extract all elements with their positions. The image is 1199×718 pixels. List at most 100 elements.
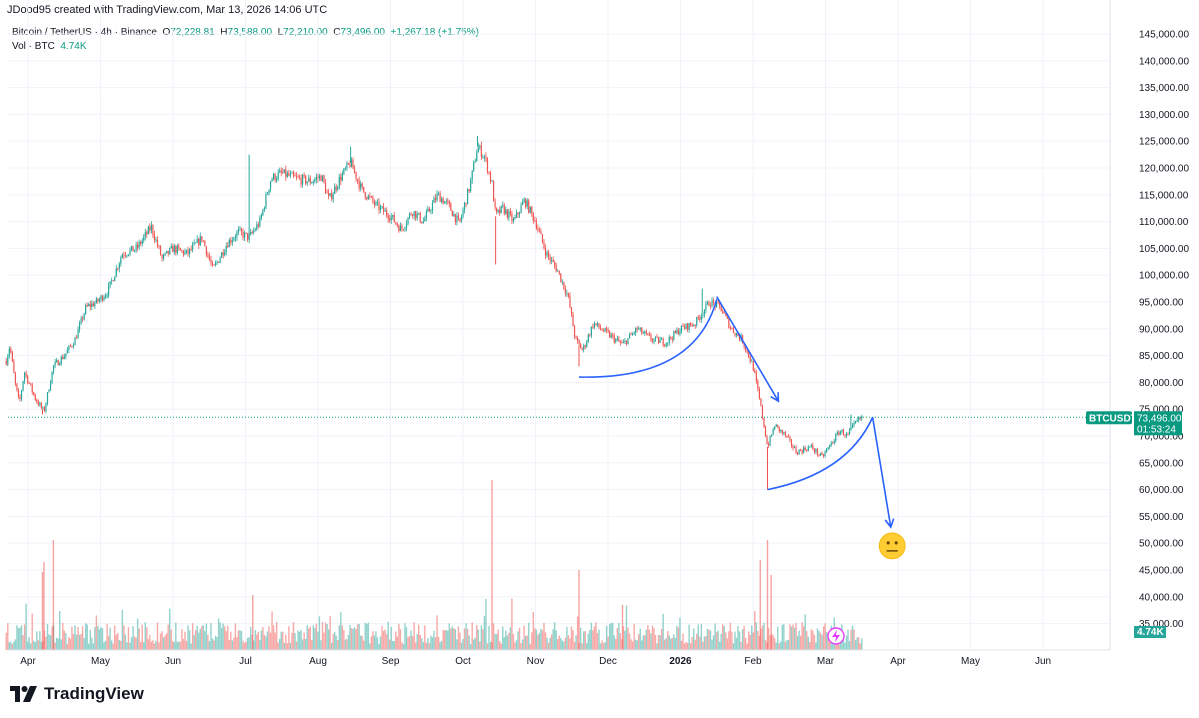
time-tick-label: Jun	[165, 656, 181, 667]
price-chart[interactable]: 145,000.00 140,000.00 135,000.00 130,000.00…	[0, 0, 1199, 680]
volume-bar	[813, 634, 816, 650]
candle-body	[645, 331, 647, 334]
volume-bar	[199, 628, 201, 650]
candle-body	[376, 202, 379, 203]
candle-body	[470, 180, 472, 192]
candle-body	[639, 327, 641, 329]
candle-body	[424, 218, 426, 222]
candle-body	[575, 336, 577, 338]
volume-bar	[242, 640, 244, 650]
tradingview-logo[interactable]: TradingView	[10, 684, 144, 704]
candle-body	[386, 210, 388, 216]
candle-body	[830, 442, 832, 445]
candle-body	[569, 295, 571, 308]
volume-bar	[532, 611, 534, 650]
symbol-legend[interactable]: Bitcoin / TetherUS · 4h · Binance O72,22…	[12, 27, 479, 38]
candle-body	[806, 449, 808, 451]
lightning-icon[interactable]	[827, 627, 845, 645]
volume-bar	[272, 625, 275, 650]
volume-bar	[275, 622, 278, 650]
candle-body	[214, 262, 217, 266]
candle-body	[838, 432, 840, 435]
volume-bar	[767, 627, 770, 650]
candle-body	[59, 363, 61, 366]
volume-bar	[431, 637, 434, 650]
price-tick-label: 80,000.00	[1139, 378, 1184, 389]
candle-body	[522, 202, 524, 206]
volume-bar	[7, 622, 9, 650]
candle-body	[121, 254, 123, 259]
candle-body	[243, 232, 246, 238]
candle-body	[543, 241, 545, 249]
volume-bar	[425, 642, 428, 650]
volume-bar	[657, 634, 660, 650]
candle-body	[137, 244, 139, 248]
volume-bar	[489, 642, 492, 650]
volume-bar	[127, 627, 130, 650]
volume-bar	[381, 625, 383, 650]
time-axis[interactable]: Apr May Jun Jul Aug Sep Oct Nov Dec 2026 Feb Mar Apr…	[20, 656, 1051, 667]
volume-bar	[106, 623, 108, 650]
volume-bar	[257, 631, 260, 650]
volume-bar	[628, 633, 631, 650]
candle-body	[337, 186, 339, 190]
volume-bar	[590, 622, 593, 650]
volume-bar	[19, 627, 21, 650]
volume-bar	[726, 638, 729, 650]
volume-legend[interactable]: Vol · BTC 4.74K	[12, 41, 87, 52]
candle-body	[554, 262, 556, 266]
candle-body	[824, 452, 826, 456]
volume-bar	[526, 635, 528, 650]
candle-body	[19, 396, 21, 399]
emoji-eye	[894, 541, 898, 545]
volume-bar	[802, 626, 805, 650]
volume-bar	[54, 642, 56, 650]
candle-body	[184, 251, 186, 255]
volume-bar	[599, 643, 602, 650]
candle-body	[415, 211, 417, 219]
volume-bar	[660, 628, 663, 650]
volume-bar	[688, 624, 690, 650]
candle-body	[169, 248, 171, 255]
candle-body	[528, 200, 530, 213]
volume-bar	[465, 623, 467, 650]
volume-bar	[22, 635, 24, 650]
volume-bar	[486, 643, 489, 650]
volume-bar	[25, 603, 27, 650]
candle-body	[445, 200, 447, 202]
volume-label: Vol · BTC	[12, 41, 55, 52]
candle-body	[532, 212, 534, 221]
price-tick-label: 75,000.00	[1139, 405, 1184, 416]
candle-body	[239, 228, 241, 230]
volume-bar	[457, 626, 460, 650]
symbol-name[interactable]: Bitcoin / TetherUS · 4h · Binance	[12, 27, 157, 38]
candle-body	[786, 435, 788, 437]
volume-legend-value: 4.74K	[60, 41, 87, 52]
candle-body	[94, 303, 96, 307]
volume-bar	[222, 623, 224, 650]
candle-body	[302, 175, 304, 185]
candle-body	[804, 447, 806, 450]
volume-bar	[158, 642, 160, 650]
candle-body	[398, 225, 400, 232]
volume-bar	[451, 626, 454, 650]
candle-body	[418, 213, 420, 215]
candle-body	[798, 449, 800, 455]
candle-body	[546, 252, 548, 256]
volume-bar	[68, 637, 70, 650]
volume-bar	[263, 634, 266, 650]
volume-bar	[334, 632, 336, 650]
price-axis[interactable]: 145,000.00 140,000.00 135,000.00 130,000.00…	[1139, 30, 1189, 631]
volume-bar	[503, 637, 505, 650]
volume-bar	[810, 629, 813, 650]
volume-spike	[770, 575, 772, 650]
candle-body	[34, 394, 36, 400]
volume-bar	[607, 636, 609, 650]
volume-bar	[540, 628, 542, 650]
volume-bar	[558, 635, 560, 650]
price-tick-label: 55,000.00	[1139, 512, 1184, 523]
candle-body	[705, 303, 707, 311]
drawings[interactable]	[578, 296, 906, 560]
volume-bar	[359, 635, 362, 650]
candle-body	[604, 328, 606, 332]
